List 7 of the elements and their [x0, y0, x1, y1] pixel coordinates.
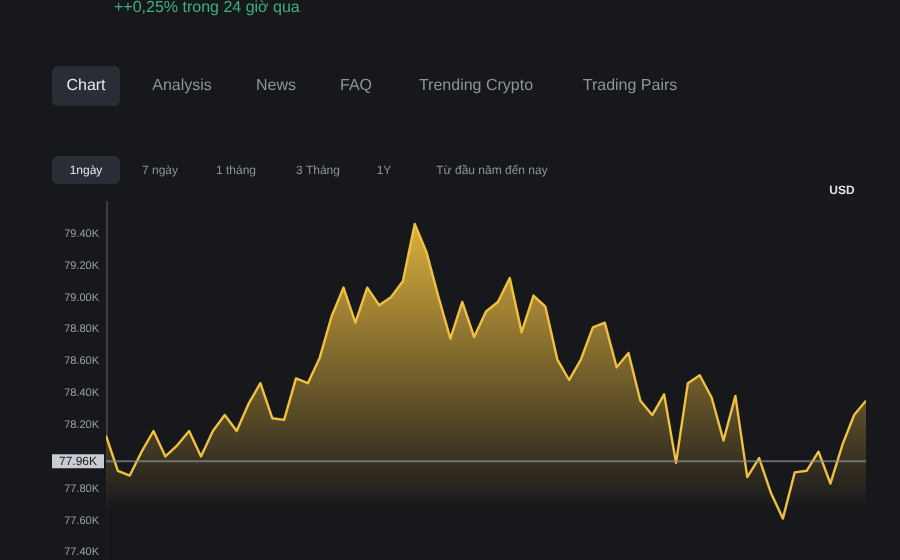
chart-subtitle: ++0,25% trong 24 giờ qua	[114, 0, 301, 16]
text: Trending Crypto	[418, 76, 535, 94]
text: Trading Pairs	[582, 76, 678, 94]
text: News	[255, 76, 297, 94]
text: Analysis	[152, 76, 212, 94]
text: Chart	[66, 76, 108, 94]
text: FAQ	[339, 76, 373, 94]
